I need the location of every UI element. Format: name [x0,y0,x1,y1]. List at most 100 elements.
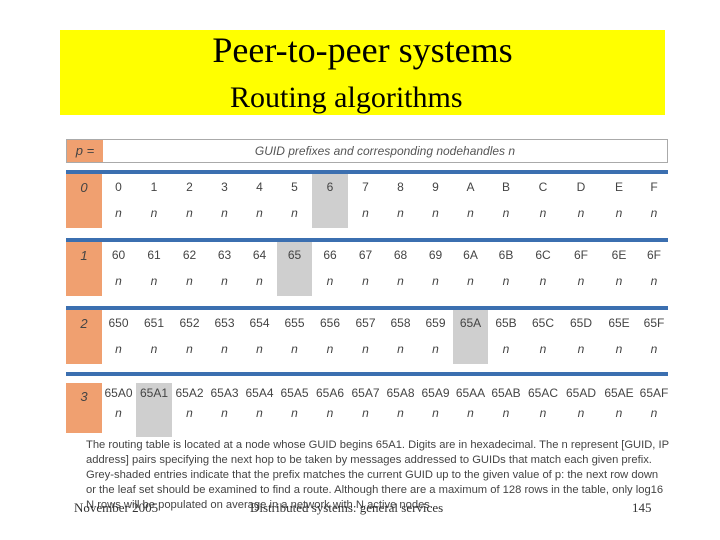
routing-entry: 659 n [418,310,453,364]
routing-entry: 653 n [207,310,242,364]
guid-prefix: 9 [432,180,439,194]
guid-prefix: 65AF [639,386,669,400]
nodehandle: n [326,274,334,288]
guid-prefix: 60 [111,248,126,262]
guid-prefix: 653 [214,316,235,330]
routing-entry: 65A7 n [348,383,383,437]
row-p-value: 1 [80,248,88,263]
nodehandle: n [115,342,122,356]
routing-entry: 65B n [488,310,524,364]
guid-prefix: B [501,180,510,194]
nodehandle: n [432,206,439,220]
nodehandle: n [502,274,510,288]
guid-prefix: 652 [179,316,200,330]
routing-entry: 65A1 [136,383,172,437]
routing-entry: 65AC n [524,383,562,437]
title-banner: Peer-to-peer systems Routing algorithms [60,30,665,115]
nodehandle: n [115,406,122,420]
nodehandle: n [291,342,298,356]
guid-prefix: 62 [182,248,197,262]
nodehandle: n [615,406,623,420]
routing-entry: 6A n [453,242,488,296]
nodehandle: n [397,406,404,420]
guid-prefix: 65A5 [280,386,309,400]
guid-prefix: 65A8 [386,386,415,400]
guid-prefix: E [614,180,623,194]
row-p-value: 2 [80,316,88,331]
guid-prefix: 65F [643,316,665,330]
guid-prefix: 6F [573,248,588,262]
nodehandle: n [362,206,369,220]
nodehandle: n [502,206,510,220]
routing-entry: 655 n [277,310,312,364]
guid-prefix: 65A0 [104,386,133,400]
nodehandle: n [650,274,658,288]
routing-entry: 6F n [638,242,670,296]
routing-entry: 65D n [562,310,600,364]
routing-entry: 65E n [600,310,638,364]
header-p-label: p = [67,140,103,162]
routing-entry: 65C n [524,310,562,364]
routing-entry: 657 n [348,310,383,364]
routing-entry: 66 n [312,242,348,296]
nodehandle: n [650,206,658,220]
routing-entry: 62 n [172,242,207,296]
nodehandle: n [221,206,228,220]
routing-entry: 65A4 n [242,383,277,437]
guid-prefix: C [538,180,548,194]
guid-prefix: 65A4 [245,386,274,400]
footer-course: Distributed systems: general services [250,500,444,515]
routing-row-3: 3 65A0 n 65A1 65A2 n 65A3 n 65A4 n 65A5 n 65A6 n 65A7… [66,383,669,437]
nodehandle: n [256,342,263,356]
guid-prefix: 655 [284,316,305,330]
routing-entry: 65A5 n [277,383,312,437]
nodehandle: n [362,342,369,356]
slide-title: Peer-to-peer systems [212,30,513,70]
guid-prefix: 65C [531,316,554,330]
row-separator [66,372,668,376]
guid-prefix: 4 [256,180,263,194]
routing-entry: 64 n [242,242,277,296]
nodehandle: n [291,406,298,420]
nodehandle: n [432,274,439,288]
guid-prefix: 65A1 [139,386,169,400]
routing-entry: 60 n [101,242,136,296]
guid-prefix: 6F [646,248,661,262]
nodehandle: n [467,406,474,420]
nodehandle: n [397,206,404,220]
guid-prefix: 65A [459,316,482,330]
guid-prefix: 65AE [604,386,634,400]
routing-entry: 651 n [136,310,172,364]
routing-entry: 65AB n [488,383,524,437]
routing-entry: 6B n [488,242,524,296]
guid-prefix: 65B [495,316,517,330]
guid-prefix: 6E [611,248,627,262]
row-p-cell: 1 [66,242,102,296]
nodehandle: n [326,406,334,420]
routing-entry: 61 n [136,242,172,296]
routing-entry: 65AA n [453,383,488,437]
routing-entry: 65 [277,242,312,296]
nodehandle: n [326,342,334,356]
nodehandle: n [577,206,585,220]
routing-entry: 65A3 n [207,383,242,437]
guid-prefix: 3 [221,180,228,194]
guid-prefix: 650 [108,316,129,330]
routing-entry: 65A [453,310,488,364]
row-separator [66,238,668,242]
routing-row-2: 2 650 n 651 n 652 n 653 n 654 n 655 n 656 n 657 n 658 n 65… [66,310,668,364]
routing-entry: 656 n [312,310,348,364]
nodehandle: n [502,406,510,420]
nodehandle: n [150,274,158,288]
row-separator [66,306,668,310]
